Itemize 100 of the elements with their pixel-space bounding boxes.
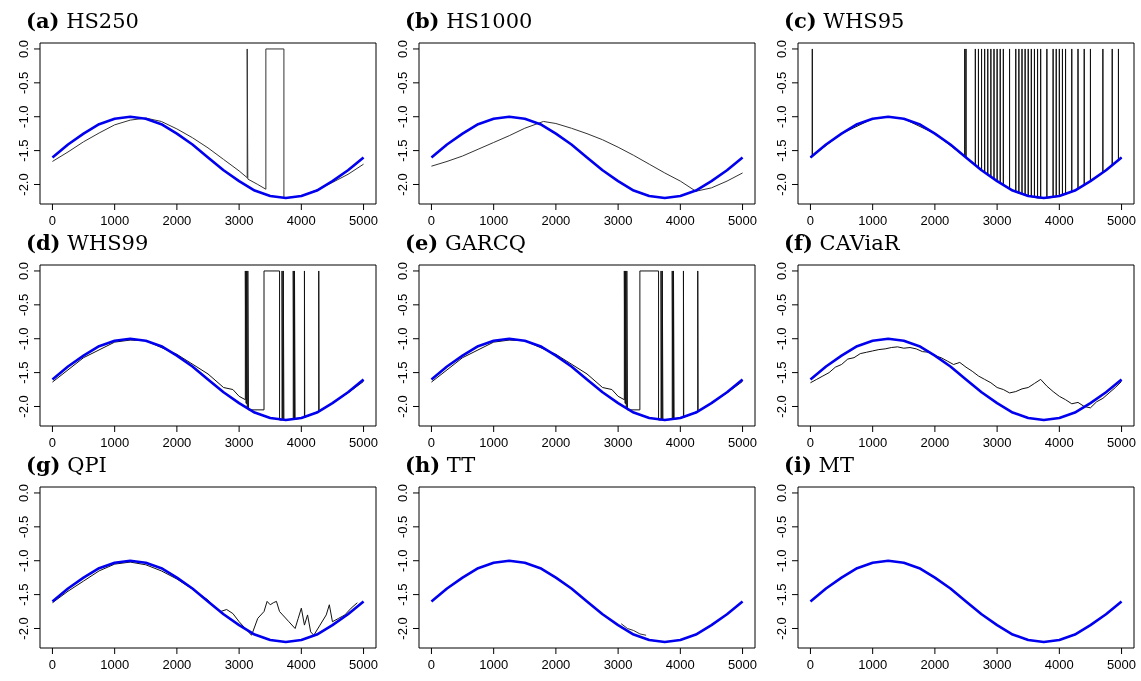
x-tick-label: 2000 [162, 657, 192, 672]
x-tick-label: 2000 [162, 213, 192, 228]
x-tick-label: 3000 [603, 435, 633, 450]
chart-title: (f) CAViaR [783, 230, 901, 257]
y-tick-label: -0.5 [395, 293, 410, 317]
x-tick-label: 4000 [286, 657, 316, 672]
y-tick-label: -2.0 [395, 617, 410, 640]
x-tick-label: 1000 [479, 657, 509, 672]
x-tick-label: 3000 [982, 435, 1012, 450]
x-tick-label: 5000 [728, 435, 758, 450]
x-tick-label: 1000 [858, 435, 888, 450]
y-tick-label: -1.0 [16, 327, 31, 350]
x-tick-label: 4000 [1044, 213, 1074, 228]
x-tick-label: 0 [427, 435, 436, 450]
y-tick-label: -0.5 [16, 515, 31, 539]
y-tick-label: -1.5 [774, 361, 789, 384]
chart-title: (b) HS1000 [404, 8, 534, 35]
line-series [51, 337, 365, 422]
y-tick-label: 0.0 [395, 261, 410, 280]
chart-title: (g) QPI [25, 452, 108, 479]
x-tick-label: 5000 [1107, 657, 1137, 672]
y-tick-label: -1.5 [16, 583, 31, 606]
x-tick-label: 1000 [858, 213, 888, 228]
chart-title: (h) TT [404, 452, 477, 479]
x-tick-label: 0 [48, 657, 57, 672]
x-tick-label: 5000 [728, 657, 758, 672]
chart-title: (c) WHS95 [783, 8, 906, 35]
x-tick-label: 2000 [920, 657, 950, 672]
y-tick-label: 0.0 [16, 483, 31, 502]
y-tick-label: 0.0 [774, 39, 789, 58]
line-series [430, 120, 744, 192]
line-series [51, 48, 365, 199]
x-tick-label: 2000 [920, 213, 950, 228]
x-tick-label: 2000 [541, 657, 571, 672]
x-tick-label: 4000 [665, 657, 695, 672]
line-series [430, 337, 744, 422]
x-tick-label: 0 [806, 435, 815, 450]
y-tick-label: 0.0 [395, 39, 410, 58]
x-tick-label: 3000 [603, 213, 633, 228]
y-tick-label: -2.0 [395, 395, 410, 418]
x-tick-label: 4000 [286, 213, 316, 228]
x-tick-label: 4000 [286, 435, 316, 450]
y-tick-label: -1.5 [774, 583, 789, 606]
x-tick-label: 4000 [1044, 435, 1074, 450]
chart-title: (e) GARCQ [404, 230, 527, 257]
line-series [430, 270, 744, 421]
y-tick-label: -1.0 [774, 327, 789, 350]
line-series [809, 346, 1123, 409]
y-tick-label: -0.5 [16, 71, 31, 95]
chart-title: (i) MT [783, 452, 856, 479]
x-tick-label: 0 [48, 213, 57, 228]
line-series [51, 270, 365, 421]
y-tick-label: -1.0 [395, 549, 410, 572]
y-tick-label: -0.5 [16, 293, 31, 317]
x-tick-label: 3000 [224, 435, 254, 450]
x-tick-label: 1000 [100, 657, 130, 672]
y-tick-label: -1.5 [395, 583, 410, 606]
x-tick-label: 5000 [728, 213, 758, 228]
x-tick-label: 1000 [100, 213, 130, 228]
x-tick-label: 1000 [100, 435, 130, 450]
line-series [620, 623, 647, 636]
y-tick-label: -2.0 [774, 395, 789, 418]
y-tick-label: -1.0 [774, 105, 789, 128]
y-tick-label: 0.0 [774, 483, 789, 502]
x-tick-label: 5000 [349, 435, 379, 450]
x-tick-label: 0 [806, 657, 815, 672]
y-tick-label: -1.5 [16, 361, 31, 384]
y-tick-label: -2.0 [16, 395, 31, 418]
x-tick-label: 3000 [982, 213, 1012, 228]
x-tick-label: 3000 [224, 213, 254, 228]
x-tick-label: 2000 [920, 435, 950, 450]
x-tick-label: 4000 [665, 435, 695, 450]
x-tick-label: 5000 [1107, 213, 1137, 228]
y-tick-label: -2.0 [16, 617, 31, 640]
y-tick-label: -1.0 [16, 549, 31, 572]
y-tick-label: -1.0 [774, 549, 789, 572]
x-tick-label: 1000 [479, 213, 509, 228]
y-tick-label: -1.5 [395, 139, 410, 162]
x-tick-label: 1000 [479, 435, 509, 450]
y-tick-label: -1.0 [16, 105, 31, 128]
y-tick-label: -1.5 [774, 139, 789, 162]
x-tick-label: 2000 [541, 213, 571, 228]
y-tick-label: -0.5 [774, 71, 789, 95]
x-tick-label: 1000 [858, 657, 888, 672]
line-series [430, 115, 744, 200]
y-tick-label: -0.5 [395, 71, 410, 95]
line-series [809, 559, 1123, 644]
x-tick-label: 0 [806, 213, 815, 228]
y-tick-label: 0.0 [395, 483, 410, 502]
x-tick-label: 5000 [349, 657, 379, 672]
y-tick-label: -2.0 [774, 173, 789, 196]
line-series [809, 115, 1123, 200]
y-tick-label: -2.0 [16, 173, 31, 196]
x-tick-label: 3000 [982, 657, 1012, 672]
x-tick-label: 2000 [541, 435, 571, 450]
line-series [430, 559, 744, 644]
y-tick-label: -1.5 [16, 139, 31, 162]
y-tick-label: -1.5 [395, 361, 410, 384]
y-tick-label: -1.0 [395, 327, 410, 350]
x-tick-label: 4000 [1044, 657, 1074, 672]
